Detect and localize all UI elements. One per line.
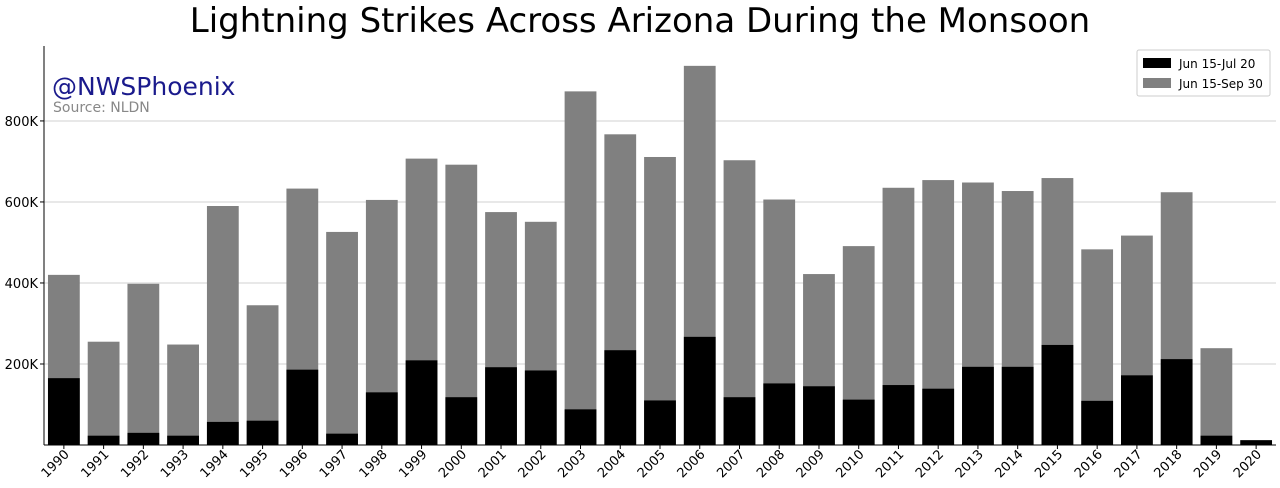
bar-short-2018 (1160, 359, 1193, 445)
x-tick-label-2009: 2009 (794, 447, 828, 481)
bar-full-1997 (326, 231, 358, 445)
bar-full-2019 (1200, 348, 1233, 445)
legend-label-1: Jun 15-Sep 30 (1178, 77, 1263, 91)
legend-swatch-1 (1143, 78, 1171, 88)
legend-label-0: Jun 15-Jul 20 (1178, 57, 1255, 71)
x-tick-label-1992: 1992 (118, 447, 152, 481)
x-tick-label-2019: 2019 (1191, 447, 1225, 481)
watermark: @NWSPhoenix (52, 72, 236, 101)
bar-short-2011 (882, 385, 915, 445)
legend: Jun 15-Jul 20 Jun 15-Sep 30 (1136, 49, 1271, 97)
bar-short-2002 (524, 370, 557, 445)
x-tick-label-1994: 1994 (198, 447, 232, 481)
bar-short-2020 (1240, 440, 1273, 445)
y-tick-label-800K: 800K (5, 115, 39, 130)
bar-short-2015 (1041, 344, 1074, 445)
x-tick-label-1995: 1995 (237, 447, 271, 481)
x-tick-label-2012: 2012 (913, 447, 947, 481)
x-tick-label-2017: 2017 (1112, 447, 1146, 481)
bar-short-2019 (1200, 435, 1233, 445)
x-tick-label-2000: 2000 (436, 447, 470, 481)
bar-short-2016 (1081, 400, 1114, 445)
x-tick-label-1997: 1997 (317, 447, 351, 481)
bar-full-1993 (167, 344, 199, 445)
chart-title: Lightning Strikes Across Arizona During … (189, 1, 1091, 41)
x-tick-label-1991: 1991 (78, 447, 112, 481)
x-tick-label-2008: 2008 (754, 447, 788, 481)
x-tick-label-1990: 1990 (39, 447, 73, 481)
x-tick-label-2007: 2007 (714, 447, 748, 481)
bar-full-1994 (206, 206, 239, 445)
x-tick-label-2005: 2005 (635, 447, 669, 481)
bar-short-2010 (842, 399, 875, 445)
y-tick-label-200K: 200K (5, 358, 39, 373)
source-note: Source: NLDN (53, 100, 150, 116)
x-tick-label-2013: 2013 (953, 447, 987, 481)
bar-short-2013 (962, 366, 994, 445)
x-tick-label-1998: 1998 (357, 447, 391, 481)
bar-short-2014 (1001, 366, 1034, 445)
x-tick-label-2014: 2014 (992, 447, 1026, 481)
bar-short-1995 (246, 420, 279, 445)
y-tick-label-600K: 600K (5, 196, 39, 211)
bar-short-2005 (644, 400, 676, 445)
bar-short-1996 (286, 369, 319, 445)
bar-full-1992 (127, 283, 160, 445)
x-tick-label-2001: 2001 (476, 447, 510, 481)
bar-short-2004 (604, 350, 637, 445)
bar-short-1992 (127, 432, 160, 445)
x-tick-label-2011: 2011 (873, 447, 907, 481)
y-tick-labels: 200K 400K 600K 800K (5, 115, 44, 373)
x-tick-labels: 1990 1991 1992 1993 1994 1995 1996 1997 1998 1999… (39, 445, 1265, 481)
bar-short-2008 (763, 383, 796, 445)
bar-full-2005 (644, 156, 676, 446)
bar-short-1990 (47, 378, 80, 445)
bar-short-1991 (87, 435, 120, 445)
bar-short-2017 (1121, 375, 1153, 445)
x-tick-label-2015: 2015 (1032, 447, 1066, 481)
x-tick-label-1996: 1996 (277, 447, 311, 481)
bar-short-1999 (405, 360, 438, 445)
bar-short-2006 (683, 336, 716, 445)
bar-full-1991 (87, 341, 120, 445)
y-tick-label-400K: 400K (5, 277, 39, 292)
x-tick-label-2006: 2006 (675, 447, 709, 481)
bar-short-1994 (206, 421, 239, 445)
bar-short-1993 (167, 435, 199, 445)
x-tick-label-1999: 1999 (396, 447, 430, 481)
bar-full-2003 (564, 91, 597, 445)
x-tick-label-2010: 2010 (834, 447, 868, 481)
bar-short-1998 (365, 392, 398, 445)
bar-short-1997 (326, 433, 358, 445)
bar-short-2009 (803, 386, 835, 445)
bar-short-2003 (564, 409, 597, 445)
x-tick-label-2016: 2016 (1072, 447, 1106, 481)
x-tick-label-2002: 2002 (516, 447, 550, 481)
bar-short-2007 (723, 397, 756, 445)
series-short-period-bars (47, 336, 1273, 445)
x-tick-label-2018: 2018 (1151, 447, 1185, 481)
x-tick-label-2020: 2020 (1231, 447, 1265, 481)
x-tick-label-1993: 1993 (158, 447, 192, 481)
bar-short-2012 (922, 388, 955, 445)
bar-short-2000 (445, 397, 478, 445)
legend-swatch-0 (1143, 58, 1171, 68)
bar-short-2001 (485, 367, 517, 445)
x-tick-label-2003: 2003 (555, 447, 589, 481)
x-tick-label-2004: 2004 (595, 447, 629, 481)
